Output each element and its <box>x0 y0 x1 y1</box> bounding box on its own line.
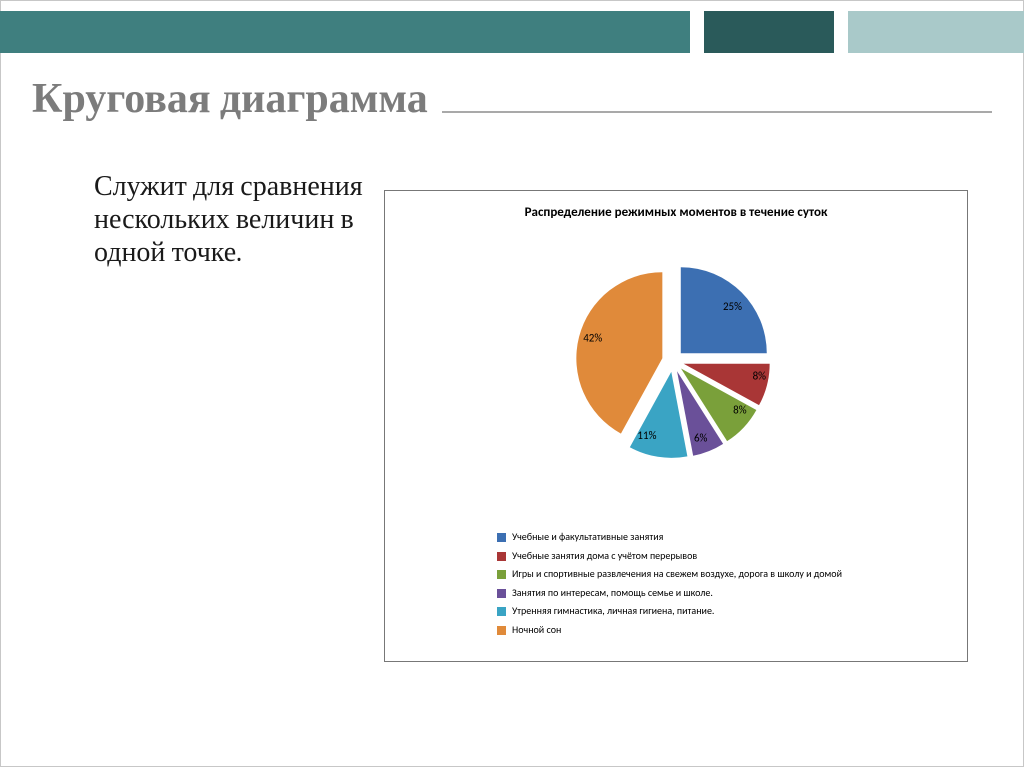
chart-legend: Учебные и факультативные занятия Учебные … <box>497 531 842 642</box>
band-segment <box>704 11 834 53</box>
title-underline <box>442 111 992 113</box>
pie-slice-label: 25% <box>723 300 742 313</box>
decorative-top-band <box>0 11 1024 53</box>
band-segment <box>0 11 690 53</box>
legend-item: Игры и спортивные развлечения на свежем … <box>497 568 842 580</box>
pie-chart-box: Распределение режимных моментов в течени… <box>384 190 968 662</box>
body-text: Служит для сравнения нескольких величин … <box>94 170 364 269</box>
legend-label: Утренняя гимнастика, личная гигиена, пит… <box>512 605 714 617</box>
legend-label: Учебные и факультативные занятия <box>512 531 663 543</box>
legend-item: Учебные и факультативные занятия <box>497 531 842 543</box>
legend-item: Утренняя гимнастика, личная гигиена, пит… <box>497 605 842 617</box>
legend-label: Учебные занятия дома с учётом перерывов <box>512 550 697 562</box>
pie-slice-label: 6% <box>694 431 708 444</box>
pie-slice-label: 42% <box>583 332 602 345</box>
legend-swatch <box>497 533 506 542</box>
band-segment <box>848 11 1024 53</box>
legend-item: Занятия по интересам, помощь семье и шко… <box>497 587 842 599</box>
legend-item: Ночной сон <box>497 624 842 636</box>
band-segment <box>690 11 704 53</box>
band-segment <box>834 11 848 53</box>
legend-swatch <box>497 570 506 579</box>
legend-swatch <box>497 607 506 616</box>
legend-item: Учебные занятия дома с учётом перерывов <box>497 550 842 562</box>
pie-slice-label: 8% <box>733 404 747 417</box>
legend-swatch <box>497 626 506 635</box>
pie-slice-label: 8% <box>753 370 767 383</box>
pie-slice <box>576 272 662 433</box>
pie-slice-label: 11% <box>637 429 656 442</box>
slide-title: Круговая диаграмма <box>32 74 428 123</box>
legend-label: Игры и спортивные развлечения на свежем … <box>512 568 842 580</box>
legend-swatch <box>497 589 506 598</box>
legend-swatch <box>497 552 506 561</box>
title-row: Круговая диаграмма <box>32 74 992 123</box>
legend-label: Занятия по интересам, помощь семье и шко… <box>512 587 713 599</box>
legend-label: Ночной сон <box>512 624 561 636</box>
